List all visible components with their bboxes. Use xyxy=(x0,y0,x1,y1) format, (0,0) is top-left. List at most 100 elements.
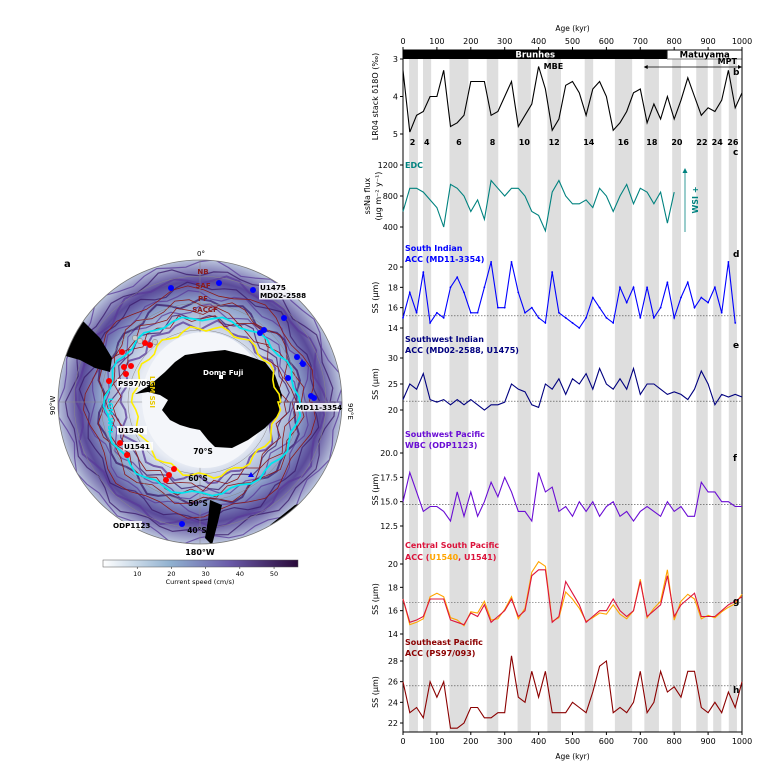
chron-label: Matuyama xyxy=(680,51,730,61)
panel-subtitle-e: ACC (MD02-2588, U1475) xyxy=(405,346,519,355)
x-tick-label-bottom: 500 xyxy=(565,737,580,746)
y-tick-label: 800 xyxy=(383,192,398,201)
y-axis-label: SS (μm) xyxy=(371,474,380,506)
series-line-f xyxy=(402,470,742,523)
core-site-marker xyxy=(137,338,143,344)
data-point xyxy=(463,291,465,294)
core-site-marker xyxy=(152,339,158,345)
data-point xyxy=(646,286,648,289)
front-label: SAF xyxy=(195,282,210,290)
panel-letter-a: a xyxy=(64,259,71,270)
core-site-marker xyxy=(261,327,267,333)
panel-title-e: Southwest Indian xyxy=(405,335,484,344)
data-point xyxy=(490,261,493,263)
data-point xyxy=(442,316,445,319)
data-point xyxy=(402,316,404,319)
panel-subtitle-h: ACC (PS97/093) xyxy=(405,649,475,658)
site-label-u1475: U1475 xyxy=(260,283,286,292)
mis-stage-label: 14 xyxy=(583,138,595,147)
data-point xyxy=(632,286,635,289)
x-tick-label-bottom: 100 xyxy=(429,737,444,746)
y-tick-label: 20 xyxy=(388,560,398,569)
data-point xyxy=(551,271,554,273)
x-tick-label-bottom: 300 xyxy=(497,737,512,746)
y-tick-label: 24 xyxy=(388,698,398,707)
core-site-marker xyxy=(163,477,169,483)
core-site-marker xyxy=(142,340,148,346)
y-tick-label: 4 xyxy=(393,93,398,102)
data-point xyxy=(571,322,574,324)
glacial-band xyxy=(449,59,469,732)
label-box xyxy=(112,521,142,530)
y-tick-label: 5 xyxy=(393,130,398,139)
x-tick-label-top: 900 xyxy=(700,37,715,46)
data-point xyxy=(537,316,540,319)
ocean-front-line xyxy=(83,285,316,519)
panel-title-d: South Indian xyxy=(405,244,463,253)
data-point xyxy=(727,261,730,263)
core-site-marker xyxy=(285,375,291,381)
data-point xyxy=(415,311,418,314)
y-axis-label: SS (μm) xyxy=(371,368,380,400)
y-tick-label: 14 xyxy=(388,324,398,333)
panel-subtitle-d: ACC (MD11-3354) xyxy=(405,255,484,264)
series-line-h xyxy=(402,655,743,729)
site-label-ps97: PS97/093 xyxy=(118,379,156,388)
data-point xyxy=(619,286,621,289)
core-site-marker xyxy=(132,335,138,341)
x-tick-label-top: 1000 xyxy=(732,37,752,46)
front-label: NB xyxy=(197,268,208,276)
front-label: PF xyxy=(198,295,208,303)
chron-bar-brunhes xyxy=(403,50,668,59)
mis-stage-label: 12 xyxy=(549,138,560,147)
site-label-odp1123: ODP1123 xyxy=(113,521,150,530)
y-tick-label: 26 xyxy=(388,678,398,687)
y-tick-label: 30 xyxy=(388,354,398,363)
subtitle-part: ACC ( xyxy=(405,553,430,562)
y-tick-label: 3 xyxy=(393,55,398,64)
data-point xyxy=(585,316,587,319)
label-box xyxy=(259,291,303,300)
data-point xyxy=(659,306,662,309)
site-label-md11: MD11-3354 xyxy=(296,403,342,412)
y-axis-label: LR04 stack δ18O (‰) xyxy=(371,53,380,140)
core-site-marker xyxy=(128,363,134,369)
y-axis-label: SS (μm) xyxy=(371,583,380,615)
panel-letter-f: f xyxy=(733,454,737,464)
y-tick-label: 15.0 xyxy=(380,498,398,507)
series-line-g-U1541 xyxy=(402,569,743,626)
x-tick-label-bottom: 600 xyxy=(599,737,614,746)
x-tick-label-top: 300 xyxy=(497,37,512,46)
data-point xyxy=(707,301,709,304)
core-site-marker xyxy=(281,315,287,321)
core-site-marker xyxy=(121,364,127,370)
ocean-front-line xyxy=(103,307,298,498)
glacial-band xyxy=(547,59,561,732)
core-site-marker xyxy=(106,378,112,384)
mis-stage-label: 22 xyxy=(696,138,707,147)
mis-stage-label: 24 xyxy=(712,138,724,147)
mis-stage-label: 4 xyxy=(424,138,430,147)
data-point xyxy=(524,311,526,314)
label-box xyxy=(259,283,289,292)
ocean-front-line xyxy=(112,315,290,492)
x-tick-label-bottom: 1000 xyxy=(732,737,752,746)
x-axis-title-top: Age (kyr) xyxy=(555,24,589,33)
current-streamline xyxy=(78,281,321,522)
data-point xyxy=(483,286,486,289)
data-point xyxy=(456,276,459,279)
data-point xyxy=(625,301,628,304)
lgm-ssi-label: LGM SSI xyxy=(148,376,156,408)
x-tick-label-bottom: 800 xyxy=(667,737,682,746)
y-tick-label: 20 xyxy=(388,263,398,272)
series-line-d xyxy=(402,261,736,329)
mis-stage-label: 26 xyxy=(727,138,739,147)
y-axis-label: ssNa flux xyxy=(363,177,372,214)
core-site-marker xyxy=(168,285,174,291)
panel-subtitle-f: WBC (ODP1123) xyxy=(405,441,477,450)
core-site-marker xyxy=(294,354,300,360)
x-tick-label-bottom: 200 xyxy=(463,737,478,746)
colorbar-tick-label: 50 xyxy=(270,570,278,578)
lgm-wsi-label: LGM WSI xyxy=(106,398,114,433)
colorbar xyxy=(102,559,299,568)
